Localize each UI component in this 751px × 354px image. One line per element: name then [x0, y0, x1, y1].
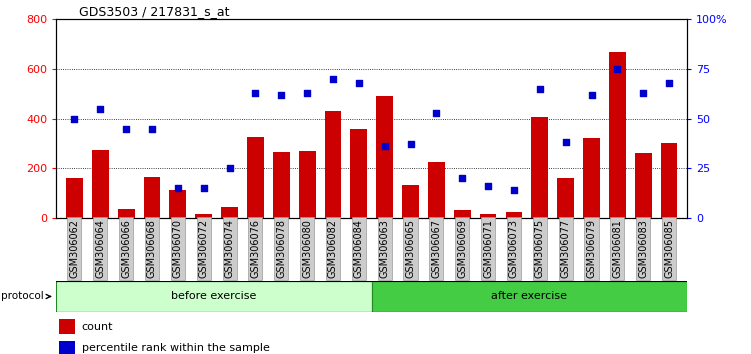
Point [276, 92, 288, 98]
Point [120, 126, 132, 131]
Point [611, 66, 623, 72]
Text: GSM306083: GSM306083 [638, 219, 648, 278]
Point [198, 185, 210, 191]
Point [146, 126, 158, 131]
Bar [454, 210, 471, 218]
Bar [170, 190, 186, 218]
Point [301, 90, 313, 96]
Bar [505, 212, 523, 218]
Text: GSM306084: GSM306084 [354, 219, 363, 278]
Text: GSM306085: GSM306085 [664, 219, 674, 278]
Bar [118, 209, 134, 218]
Bar [402, 185, 419, 218]
Point [172, 185, 184, 191]
Text: GSM306071: GSM306071 [483, 219, 493, 278]
Point [534, 86, 546, 92]
Point [508, 187, 520, 193]
Bar [532, 118, 548, 218]
Bar [635, 153, 652, 218]
Text: protocol: protocol [1, 291, 50, 302]
Bar [428, 162, 445, 218]
Point [327, 76, 339, 82]
Point [249, 90, 261, 96]
Text: GSM306062: GSM306062 [69, 219, 80, 278]
Bar [661, 143, 677, 218]
Point [482, 183, 494, 189]
Text: GSM306075: GSM306075 [535, 219, 544, 278]
Text: GSM306064: GSM306064 [95, 219, 105, 278]
Bar [372, 281, 687, 312]
Text: GDS3503 / 217831_s_at: GDS3503 / 217831_s_at [79, 5, 229, 18]
Bar [92, 150, 109, 218]
Text: GSM306069: GSM306069 [457, 219, 467, 278]
Bar [376, 96, 393, 218]
Point [379, 143, 391, 149]
Text: before exercise: before exercise [171, 291, 257, 302]
Bar [247, 137, 264, 218]
Bar [273, 152, 290, 218]
Bar [324, 111, 342, 218]
Point [68, 116, 80, 121]
Text: GSM306067: GSM306067 [431, 219, 442, 278]
Bar [480, 214, 496, 218]
Text: GSM306082: GSM306082 [328, 219, 338, 278]
Text: GSM306076: GSM306076 [250, 219, 261, 278]
Point [430, 110, 442, 115]
Bar [195, 214, 212, 218]
Text: GSM306074: GSM306074 [225, 219, 234, 278]
Text: count: count [82, 322, 113, 332]
Point [224, 165, 236, 171]
Bar [59, 319, 75, 334]
Text: GSM306080: GSM306080 [302, 219, 312, 278]
Point [559, 139, 572, 145]
Point [586, 92, 598, 98]
Text: GSM306068: GSM306068 [147, 219, 157, 278]
Text: GSM306070: GSM306070 [173, 219, 182, 278]
Bar [609, 52, 626, 218]
Text: after exercise: after exercise [491, 291, 568, 302]
Bar [299, 151, 315, 218]
Text: GSM306077: GSM306077 [561, 219, 571, 278]
Text: GSM306079: GSM306079 [587, 219, 596, 278]
Text: GSM306081: GSM306081 [612, 219, 623, 278]
Text: GSM306066: GSM306066 [121, 219, 131, 278]
Point [353, 80, 365, 86]
Bar [557, 178, 574, 218]
Bar [583, 138, 600, 218]
Bar [56, 281, 372, 312]
Bar [66, 178, 83, 218]
Point [663, 80, 675, 86]
Bar [143, 177, 161, 218]
Point [95, 106, 107, 112]
Text: GSM306072: GSM306072 [199, 219, 209, 278]
Point [637, 90, 649, 96]
Bar [221, 207, 238, 218]
Text: GSM306073: GSM306073 [509, 219, 519, 278]
Text: GSM306078: GSM306078 [276, 219, 286, 278]
Bar [351, 129, 367, 218]
Point [456, 175, 468, 181]
Text: GSM306065: GSM306065 [406, 219, 415, 278]
Text: percentile rank within the sample: percentile rank within the sample [82, 343, 270, 353]
Bar [59, 341, 75, 354]
Text: GSM306063: GSM306063 [380, 219, 390, 278]
Point [405, 142, 417, 147]
